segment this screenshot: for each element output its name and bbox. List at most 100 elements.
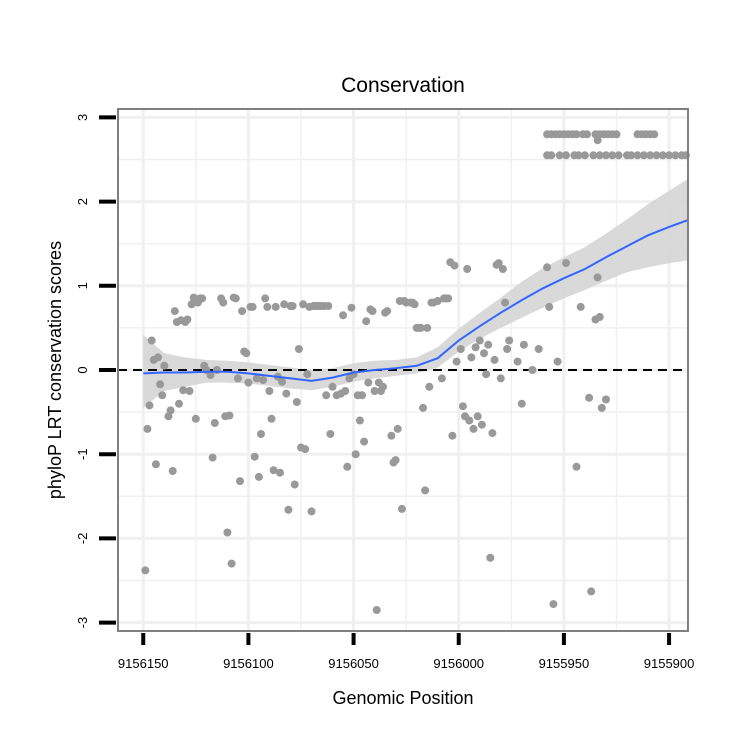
data-points: [141, 130, 690, 614]
data-point: [456, 345, 465, 353]
data-point: [156, 380, 165, 389]
x-tick-label: 9155950: [539, 656, 590, 671]
plot-border: [117, 108, 689, 632]
data-point: [513, 357, 522, 366]
data-point: [290, 480, 299, 489]
data-point: [562, 259, 570, 268]
data-point: [250, 452, 259, 461]
data-point: [467, 353, 476, 362]
data-point: [154, 353, 162, 362]
data-point: [585, 393, 594, 402]
data-point: [301, 445, 310, 454]
data-point: [206, 371, 215, 380]
data-point: [265, 387, 274, 395]
data-point: [473, 412, 482, 421]
y-tick-label: -3: [75, 617, 90, 629]
data-point: [501, 298, 509, 307]
data-point: [166, 406, 175, 415]
data-point: [593, 273, 602, 282]
data-point: [358, 391, 366, 400]
data-point: [269, 466, 278, 475]
data-point: [379, 382, 387, 391]
data-point: [282, 389, 291, 398]
data-point: [576, 302, 585, 311]
data-point: [580, 151, 589, 160]
data-point: [326, 430, 335, 438]
data-point: [210, 419, 219, 427]
data-point: [421, 486, 430, 495]
data-point: [612, 130, 621, 139]
data-point: [257, 430, 265, 438]
data-point: [505, 336, 514, 345]
data-point: [383, 307, 392, 316]
data-point: [503, 345, 512, 353]
data-point: [547, 151, 556, 160]
data-point: [185, 387, 194, 395]
data-point: [362, 317, 371, 326]
data-point: [364, 378, 373, 387]
data-point: [671, 151, 680, 160]
data-point: [650, 130, 659, 139]
x-tick-label: 9156100: [223, 656, 274, 671]
data-point: [225, 411, 234, 420]
data-point: [175, 399, 183, 408]
data-point: [223, 528, 232, 537]
data-point: [562, 151, 570, 160]
data-point: [484, 340, 493, 349]
data-point: [589, 151, 598, 160]
data-point: [212, 366, 221, 374]
y-tick-label: 0: [75, 366, 90, 373]
data-point: [458, 402, 467, 411]
data-point: [572, 462, 581, 471]
data-point: [482, 370, 491, 379]
data-point: [303, 370, 312, 379]
data-point: [496, 374, 505, 383]
data-point: [465, 416, 474, 425]
data-point: [179, 386, 188, 395]
chart-title: Conservation: [341, 74, 465, 97]
data-point: [391, 456, 400, 465]
data-point: [355, 416, 364, 425]
y-tick-label: -2: [75, 533, 90, 545]
data-point: [147, 336, 156, 345]
data-point: [572, 130, 581, 139]
data-point: [574, 151, 583, 160]
data-point: [488, 429, 497, 438]
data-point: [343, 462, 352, 471]
data-point: [372, 606, 381, 614]
data-point: [452, 357, 461, 366]
data-point: [469, 424, 478, 433]
data-point: [587, 587, 596, 596]
data-point: [498, 265, 507, 273]
data-point: [433, 297, 442, 305]
data-point: [370, 387, 379, 395]
data-point: [294, 345, 303, 353]
data-point: [231, 294, 240, 303]
data-point: [322, 391, 331, 400]
data-point: [595, 313, 604, 321]
x-tick-label: 9156000: [433, 656, 484, 671]
data-point: [238, 307, 247, 316]
data-point: [477, 420, 486, 429]
data-point: [158, 391, 167, 400]
data-point: [227, 559, 236, 568]
data-point: [444, 294, 453, 303]
x-tick-label: 9156150: [118, 656, 169, 671]
data-point: [553, 357, 562, 366]
data-point: [160, 361, 169, 370]
data-point: [545, 302, 554, 311]
data-point: [187, 300, 196, 309]
x-tick-label: 9155900: [644, 656, 695, 671]
y-tick-label: 1: [75, 282, 90, 289]
data-point: [614, 151, 623, 160]
data-point: [471, 343, 480, 352]
data-point: [450, 261, 459, 270]
data-point: [410, 300, 419, 309]
data-point: [519, 340, 528, 349]
data-point: [595, 151, 604, 160]
data-point: [480, 349, 488, 358]
y-tick-label: -1: [75, 448, 90, 460]
data-point: [448, 431, 457, 440]
data-point: [183, 315, 192, 324]
data-point: [288, 302, 297, 310]
